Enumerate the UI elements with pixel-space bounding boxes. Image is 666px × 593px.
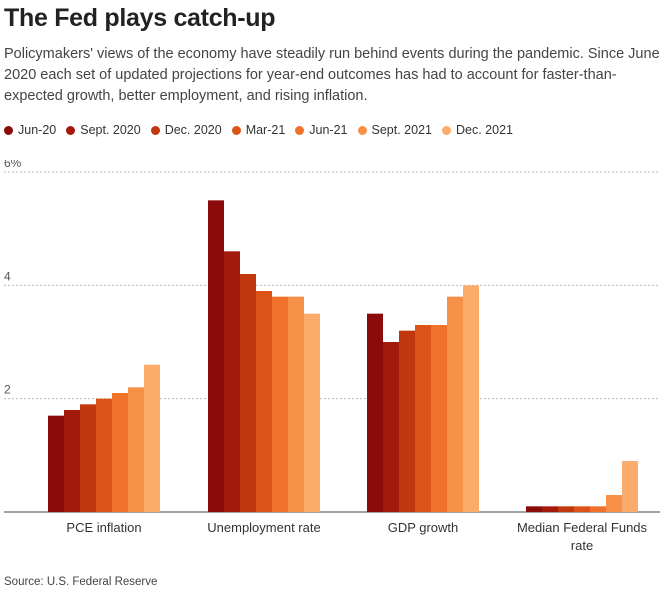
legend-label: Dec. 2021 bbox=[455, 123, 513, 137]
bar bbox=[80, 404, 96, 512]
legend-item: Sept. 2020 bbox=[66, 123, 141, 137]
bar bbox=[622, 461, 638, 512]
legend: Jun-20 Sept. 2020 Dec. 2020 Mar-21 Jun-21 Sep… bbox=[4, 123, 523, 137]
bar bbox=[447, 296, 463, 512]
bar bbox=[367, 313, 383, 512]
bar bbox=[64, 410, 80, 512]
legend-swatch bbox=[295, 125, 305, 135]
legend-label: Mar-21 bbox=[245, 123, 286, 137]
legend-swatch bbox=[66, 125, 76, 135]
legend-label: Jun-21 bbox=[309, 123, 348, 137]
legend-item: Dec. 2020 bbox=[150, 123, 222, 137]
y-tick-label: 4 bbox=[4, 269, 11, 283]
bar bbox=[208, 200, 224, 513]
chart-title: The Fed plays catch-up bbox=[4, 4, 276, 32]
x-category-label: rate bbox=[571, 538, 593, 553]
bar bbox=[383, 342, 399, 512]
bar bbox=[463, 285, 479, 512]
x-category-label: PCE inflation bbox=[66, 520, 141, 535]
source-note: Source: U.S. Federal Reserve bbox=[4, 576, 158, 588]
legend-label: Dec. 2020 bbox=[164, 123, 222, 137]
legend-item: Jun-20 bbox=[4, 123, 56, 137]
bar bbox=[288, 296, 304, 512]
bar bbox=[304, 313, 320, 512]
bar bbox=[256, 291, 272, 512]
bar bbox=[112, 393, 128, 512]
bar bbox=[431, 325, 447, 512]
x-category-label: Median Federal Funds bbox=[517, 520, 648, 535]
chart-subtitle: Policymakers' views of the economy have … bbox=[4, 46, 660, 104]
bar bbox=[590, 506, 606, 512]
bar bbox=[144, 364, 160, 512]
bar bbox=[96, 398, 112, 512]
legend-label: Sept. 2021 bbox=[371, 123, 432, 137]
bar bbox=[526, 506, 542, 512]
bar bbox=[399, 330, 415, 512]
legend-swatch bbox=[150, 125, 160, 135]
bar bbox=[558, 506, 574, 512]
bar-chart: 2 4 6% PCE inflation Unemployment rate GDP gr… bbox=[4, 160, 660, 553]
x-category-label: GDP growth bbox=[388, 520, 459, 535]
bar bbox=[542, 506, 558, 512]
y-tick-label: 6% bbox=[4, 160, 22, 170]
bar bbox=[224, 251, 240, 512]
x-category-label: Unemployment rate bbox=[207, 520, 320, 535]
bar bbox=[415, 325, 431, 512]
bar bbox=[574, 506, 590, 512]
legend-item: Dec. 2021 bbox=[441, 123, 513, 137]
legend-item: Jun-21 bbox=[295, 123, 348, 137]
legend-swatch bbox=[441, 125, 451, 135]
legend-label: Jun-20 bbox=[18, 123, 57, 137]
bar bbox=[48, 415, 64, 512]
bar bbox=[128, 387, 144, 512]
y-tick-label: 2 bbox=[4, 383, 11, 397]
legend-swatch bbox=[357, 125, 367, 135]
bar bbox=[240, 274, 256, 512]
bar bbox=[606, 495, 622, 512]
legend-swatch bbox=[231, 125, 241, 135]
legend-item: Sept. 2021 bbox=[357, 123, 432, 137]
legend-item: Mar-21 bbox=[231, 123, 286, 137]
legend-swatch bbox=[4, 125, 13, 135]
legend-label: Sept. 2020 bbox=[80, 123, 141, 137]
bar bbox=[272, 296, 288, 512]
